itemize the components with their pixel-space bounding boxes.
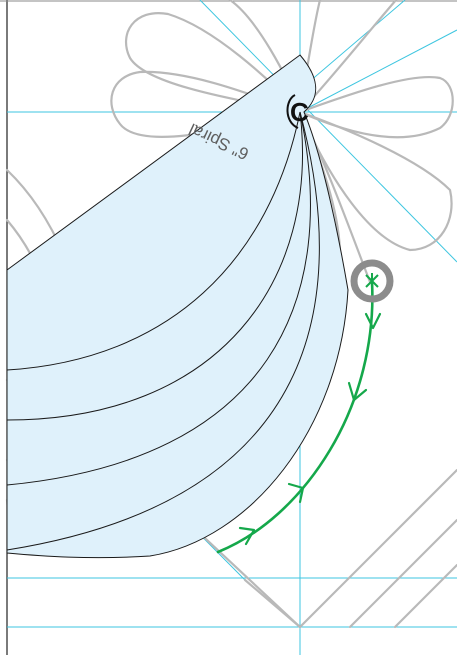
- flower-petal: [298, 110, 453, 252]
- flower-petal: [298, 76, 454, 139]
- diagonal-line: [298, 468, 457, 629]
- flower-petal: [124, 12, 302, 114]
- pivot-point: C: [286, 94, 309, 129]
- diagonal-line: [393, 563, 457, 629]
- chevron-arrow-icon: [347, 381, 368, 402]
- template-arc: [6, 111, 304, 421]
- template-outline: [6, 54, 349, 559]
- pivot-letter: C: [290, 97, 309, 127]
- diagonal-line: [243, 578, 302, 629]
- template-arc: [6, 111, 311, 486]
- ring-target-icon: [350, 259, 394, 303]
- diagonal-line: [348, 518, 457, 629]
- stitch-path: [216, 280, 382, 554]
- chevron-arrow-icon: [238, 526, 256, 546]
- spiral-template: 6" Spiral: [6, 54, 349, 559]
- template-arc: [6, 111, 320, 551]
- chevron-arrow-icon: [287, 482, 305, 504]
- chevron-arrow-icon: [364, 312, 382, 330]
- stitch-curve: [216, 280, 374, 554]
- template-arc: [6, 111, 301, 371]
